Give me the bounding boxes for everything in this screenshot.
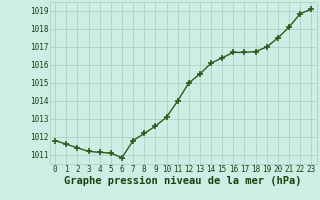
X-axis label: Graphe pression niveau de la mer (hPa): Graphe pression niveau de la mer (hPa) — [64, 176, 302, 186]
